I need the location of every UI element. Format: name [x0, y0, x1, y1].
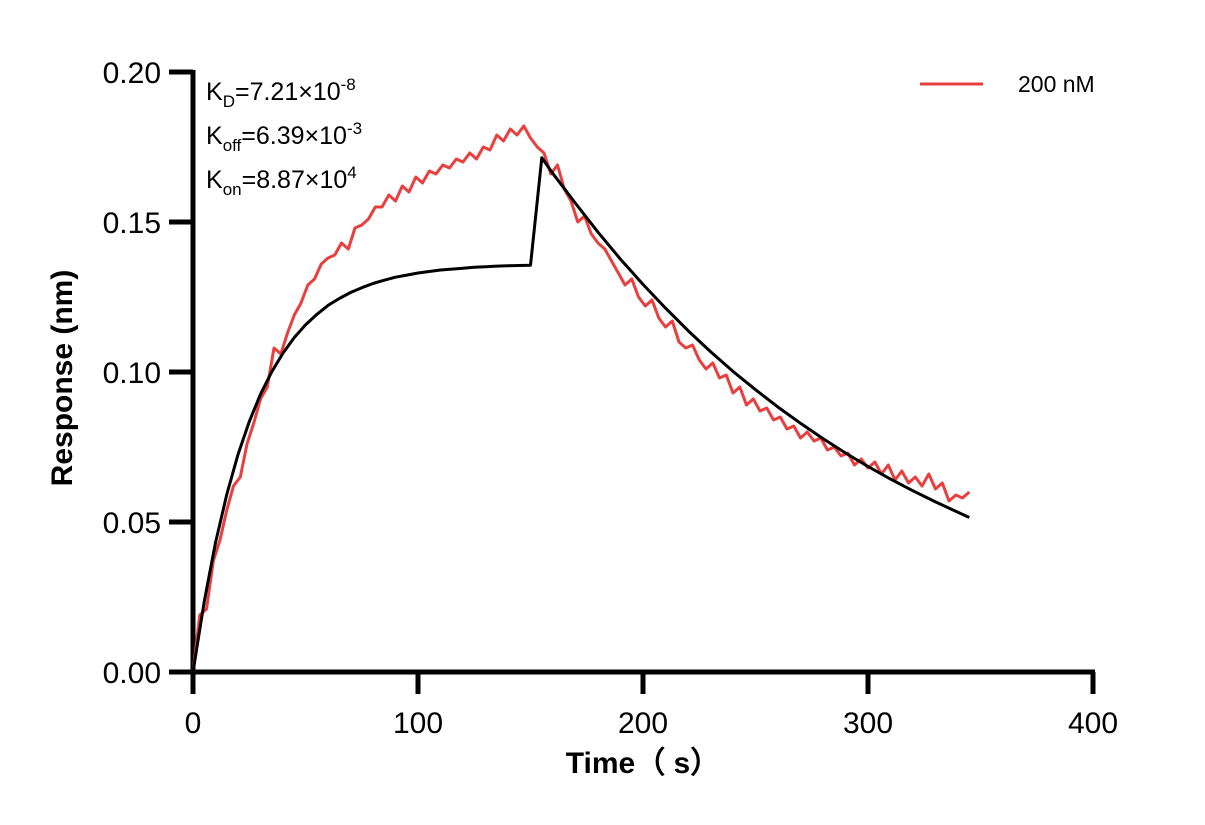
- x-tick-label: 0: [185, 707, 202, 740]
- axes: 0.00 0.05 0.10 0.15 0.20 0 100 200 300 400: [103, 57, 1118, 740]
- series-line-200nm: [191, 124, 971, 673]
- y-tick-label: 0.00: [103, 657, 161, 690]
- fit-curve-line: [191, 156, 970, 673]
- x-tick-label: 100: [393, 707, 443, 740]
- x-axis-title: Time（ s）: [566, 746, 721, 780]
- x-tick-label: 200: [618, 707, 668, 740]
- chart-labels: Time（ s） Response (nm): [46, 270, 720, 780]
- plot-area: [191, 124, 971, 673]
- x-tick-label: 300: [843, 707, 893, 740]
- kinetic-constant-label: KD=7.21×10-8: [206, 75, 356, 111]
- y-tick-label: 0.05: [103, 507, 161, 540]
- legend: 200 nM: [920, 71, 1095, 97]
- kinetic-constants: KD=7.21×10-8 Koff=6.39×10-3 Kon=8.87×104: [206, 75, 362, 199]
- y-tick-label: 0.15: [103, 207, 161, 240]
- y-axis-title: Response (nm): [46, 270, 79, 487]
- kinetic-constant-label: Koff=6.39×10-3: [206, 119, 362, 155]
- y-tick-label: 0.20: [103, 57, 161, 90]
- kinetic-constant-label: Kon=8.87×104: [206, 163, 357, 199]
- legend-label-200nm: 200 nM: [1018, 71, 1095, 97]
- x-tick-label: 400: [1068, 707, 1118, 740]
- y-tick-label: 0.10: [103, 357, 161, 390]
